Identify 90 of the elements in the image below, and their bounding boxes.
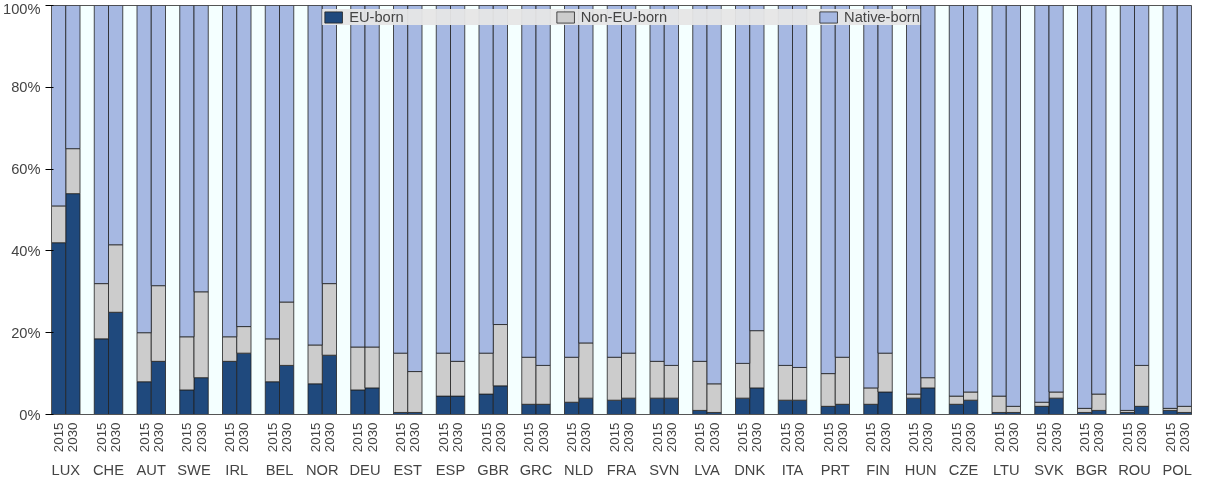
x-tick-label: 2015 [606, 422, 622, 453]
text: LUX [51, 461, 81, 478]
text: NLD [564, 461, 594, 478]
text: CHE [93, 461, 125, 478]
x-tick-label: 2030 [450, 422, 466, 453]
x-tick-label: 2015 [136, 422, 152, 453]
text: CZE [948, 461, 979, 478]
x-tick-label: 2015 [1077, 422, 1093, 453]
x-tick-label: 2030 [535, 422, 551, 453]
x-tick-label: 2030 [792, 422, 808, 453]
text: BEL [265, 461, 294, 478]
text: ITA [781, 461, 804, 478]
x-tick-label: 2030 [1091, 422, 1107, 453]
x-tick-label: 2030 [1134, 422, 1150, 453]
x-tick-label: 2015 [735, 422, 751, 453]
x-tick-label: 2015 [649, 422, 665, 453]
text: FRA [606, 461, 637, 478]
text: ROU [1118, 461, 1151, 478]
x-tick-label: 2015 [863, 422, 879, 453]
x-tick-label: 2030 [407, 422, 423, 453]
x-tick-label: 2030 [108, 422, 124, 453]
text: SVK [1034, 461, 1064, 478]
x-tick-label: 2030 [236, 422, 252, 453]
text: EST [393, 461, 423, 478]
text: ESP [435, 461, 466, 478]
legend-label: Non-EU-born [580, 9, 668, 25]
x-tick-label: 2015 [478, 422, 494, 453]
x-tick-label: 2015 [1119, 422, 1135, 453]
x-tick-label: 2015 [393, 422, 409, 453]
text: LTU [992, 461, 1020, 478]
x-tick-label: 2030 [492, 422, 508, 453]
text: FIN [866, 461, 890, 478]
x-tick-label: 2015 [948, 422, 964, 453]
text: DNK [734, 461, 766, 478]
x-tick-label: 2030 [749, 422, 765, 453]
y-tick-label: 40% [11, 242, 41, 259]
text: SVN [649, 461, 680, 478]
x-tick-label: 2030 [877, 422, 893, 453]
text: NOR [305, 461, 339, 478]
x-tick-label: 2015 [692, 422, 708, 453]
y-tick-label: 80% [11, 79, 41, 96]
y-tick-label: 100% [3, 0, 41, 17]
text: PRT [820, 461, 850, 478]
text: DEU [349, 461, 381, 478]
x-tick-label: 2015 [307, 422, 323, 453]
x-tick-label: 2015 [51, 422, 67, 453]
x-tick-label: 2015 [991, 422, 1007, 453]
x-tick-label: 2030 [1176, 422, 1192, 453]
x-tick-label: 2030 [279, 422, 295, 453]
x-tick-label: 2015 [264, 422, 280, 453]
x-tick-label: 2015 [564, 422, 580, 453]
text: IRL [225, 461, 249, 478]
text: BGR [1075, 461, 1108, 478]
text: GRC [519, 461, 553, 478]
legend-label: EU-born [349, 9, 404, 25]
x-tick-label: 2030 [706, 422, 722, 453]
y-tick-label: 60% [11, 161, 41, 178]
text: LVA [694, 461, 720, 478]
x-tick-label: 2030 [578, 422, 594, 453]
legend-label: Native-born [844, 9, 920, 25]
x-tick-label: 2030 [1048, 422, 1064, 453]
x-tick-label: 2015 [435, 422, 451, 453]
x-tick-label: 2015 [179, 422, 195, 453]
x-tick-label: 2030 [193, 422, 209, 453]
x-tick-label: 2015 [350, 422, 366, 453]
x-tick-label: 2015 [777, 422, 793, 453]
x-tick-label: 2030 [321, 422, 337, 453]
x-tick-label: 2015 [93, 422, 109, 453]
x-tick-label: 2030 [150, 422, 166, 453]
text: HUN [904, 461, 937, 478]
x-tick-label: 2030 [1005, 422, 1021, 453]
text: SWE [177, 461, 211, 478]
x-tick-label: 2030 [621, 422, 637, 453]
x-tick-label: 2030 [920, 422, 936, 453]
x-tick-label: 2030 [65, 422, 81, 453]
x-tick-label: 2015 [222, 422, 238, 453]
x-tick-label: 2015 [1162, 422, 1178, 453]
x-tick-label: 2030 [364, 422, 380, 453]
text: GBR [477, 461, 510, 478]
x-tick-label: 2015 [1034, 422, 1050, 453]
text: POL [1162, 461, 1192, 478]
x-tick-label: 2015 [521, 422, 537, 453]
x-tick-label: 2015 [906, 422, 922, 453]
x-tick-label: 2015 [820, 422, 836, 453]
x-tick-label: 2030 [834, 422, 850, 453]
y-tick-label: 20% [11, 324, 41, 341]
x-tick-label: 2030 [663, 422, 679, 453]
text: AUT [136, 461, 166, 478]
y-tick-label: 0% [19, 406, 41, 423]
x-tick-label: 2030 [963, 422, 979, 453]
